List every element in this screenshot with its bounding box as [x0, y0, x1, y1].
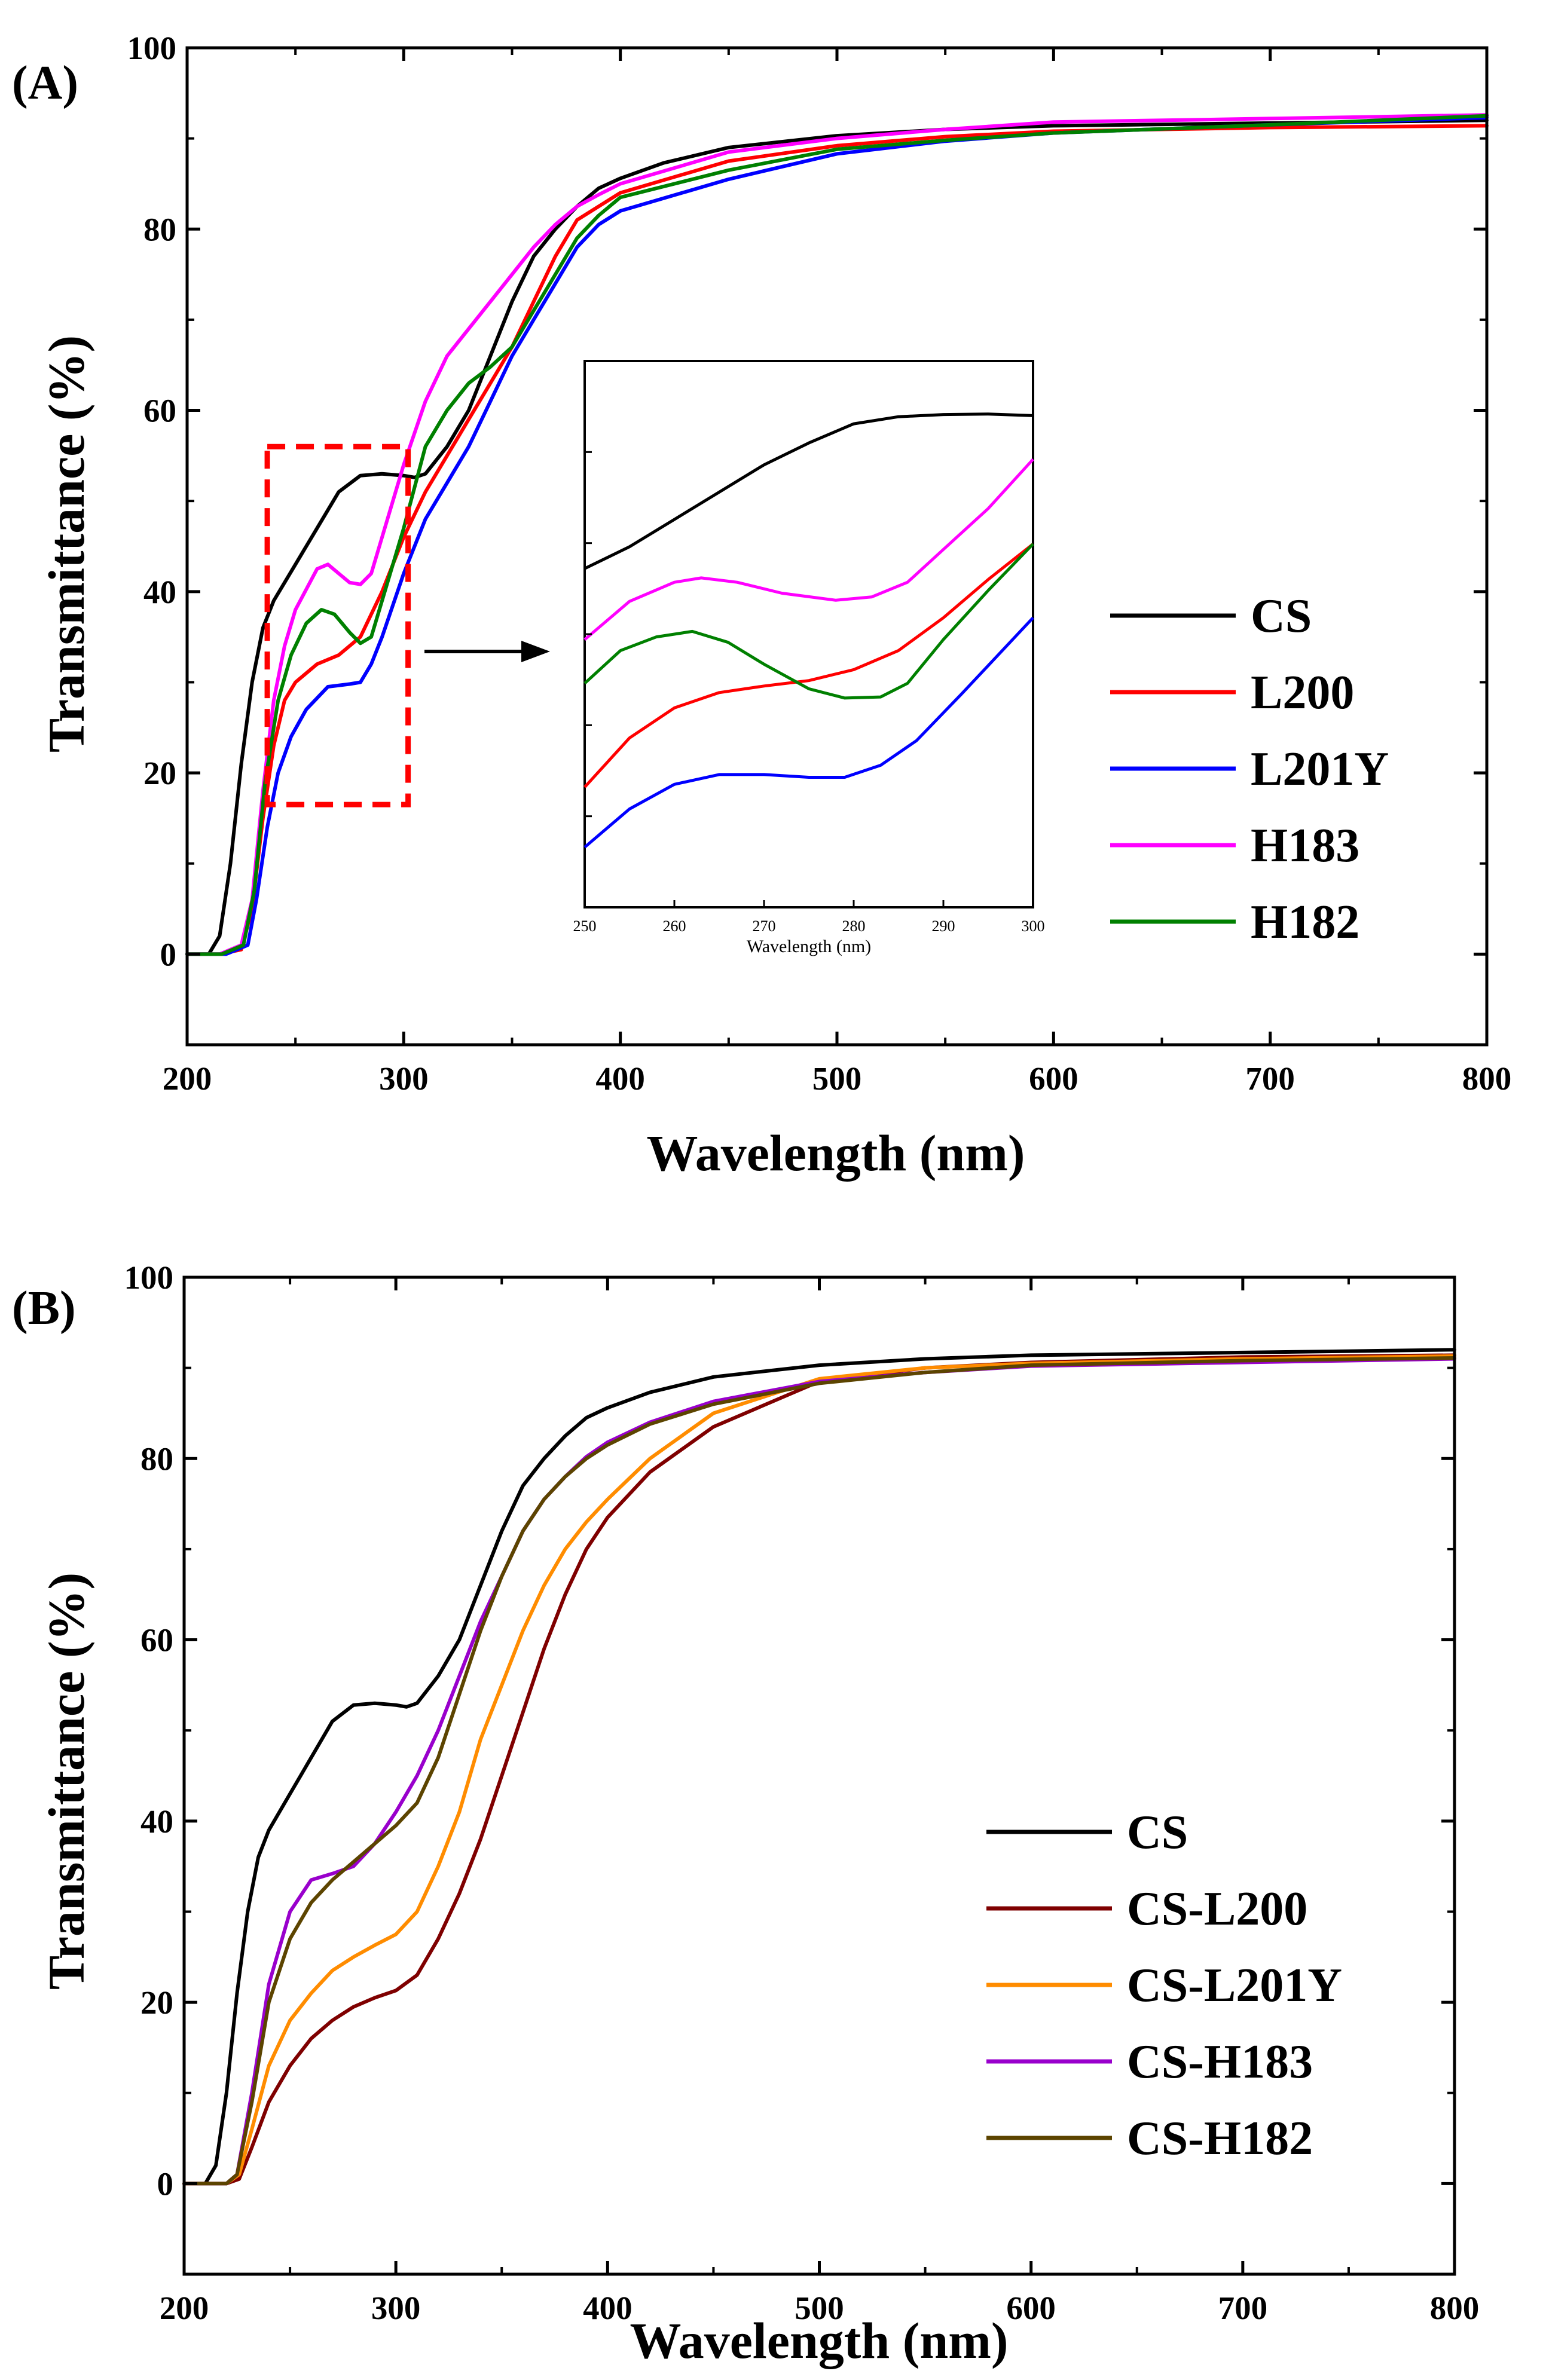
x-tick-label: 200 [160, 2290, 209, 2326]
a-series-line-l201y [185, 115, 1489, 956]
y-tick-label: 100 [127, 30, 177, 66]
a-series-line-cs [185, 118, 1489, 956]
b-series-line-cs-l200 [182, 1353, 1456, 2186]
y-tick-label: 40 [143, 574, 176, 610]
panel-b: (B) 200 300 400 500 600 700 800 0 20 40 60 80 100 W… [12, 1259, 1479, 2369]
legend-label-cs-l200: CS-L200 [1127, 1883, 1307, 1935]
inset-x-tick-label: 250 [573, 917, 597, 935]
x-tick-label: 800 [1462, 1060, 1512, 1097]
y-tick-label: 0 [160, 936, 177, 972]
legend-label-cs: CS [1127, 1806, 1188, 1859]
inset-x-tick-label: 270 [753, 917, 776, 935]
panel-a-x-ticks: 200 300 400 500 600 700 800 [163, 48, 1512, 1097]
inset-series-line-l201y [583, 616, 1034, 849]
inset-background [583, 360, 1034, 908]
panel-a-label: (A) [12, 57, 78, 109]
legend-label-cs-l201y: CS-L201Y [1127, 1959, 1342, 2012]
inset-x-tick-label: 280 [842, 917, 866, 935]
x-tick-label: 500 [812, 1060, 862, 1097]
legend-label-h182: H182 [1251, 896, 1359, 949]
panel-b-x-ticks: 200 300 400 500 600 700 800 [160, 1277, 1480, 2326]
legend-label-cs-h183: CS-H183 [1127, 2036, 1313, 2088]
a-series-line-h182 [185, 114, 1489, 956]
inset-series-line-l200 [583, 543, 1034, 788]
y-tick-label: 80 [140, 1440, 173, 1477]
b-series-line-cs-l201y [182, 1354, 1456, 2186]
panel-b-x-axis-title: Wavelength (nm) [630, 2312, 1008, 2369]
inset-x-tick-label: 290 [932, 917, 955, 935]
legend-label-l200: L200 [1251, 666, 1354, 719]
x-tick-label: 600 [1006, 2290, 1056, 2326]
y-tick-label: 20 [143, 755, 176, 791]
panel-a-y-ticks: 0 20 40 60 80 100 [127, 30, 1487, 1046]
y-tick-label: 0 [157, 2165, 174, 2202]
inset-series-line-h182 [583, 543, 1034, 700]
legend-label-l201y: L201Y [1251, 743, 1389, 796]
y-tick-label: 40 [140, 1803, 173, 1840]
y-tick-label: 60 [140, 1622, 173, 1659]
zoom-selection-box [264, 443, 411, 807]
panel-a-x-axis-title: Wavelength (nm) [646, 1124, 1025, 1182]
inset-x-axis-title: Wavelength (nm) [747, 937, 871, 956]
inset-x-tick-label: 260 [663, 917, 686, 935]
legend-label-cs: CS [1251, 590, 1312, 643]
x-tick-label: 200 [163, 1060, 212, 1097]
b-series-line-cs-h183 [182, 1357, 1456, 2186]
panel-b-legend: CS CS-L200 CS-L201Y CS-H183 CS-H182 [986, 1806, 1342, 2165]
panel-b-y-ticks: 0 20 40 60 80 100 [124, 1259, 1455, 2275]
y-tick-label: 100 [124, 1259, 174, 1296]
x-tick-label: 700 [1218, 2290, 1268, 2326]
y-tick-label: 60 [143, 393, 176, 429]
inset-series-line-cs [583, 412, 1034, 570]
b-series-line-cs [182, 1348, 1456, 2186]
panel-a: (A) 200 300 400 500 600 700 800 0 20 40 60 80 100 W… [12, 30, 1511, 1182]
x-tick-label: 300 [371, 2290, 421, 2326]
panel-b-label: (B) [12, 1282, 76, 1335]
b-series-line-cs-h182 [182, 1356, 1456, 2186]
legend-label-cs-h182: CS-H182 [1127, 2112, 1313, 2165]
inset-x-tick-label: 300 [1022, 917, 1045, 935]
panel-b-y-axis-title: Transmittance (%) [38, 1573, 95, 1990]
zoom-arrow-head [521, 641, 550, 662]
inset-series-line-h183 [583, 458, 1034, 641]
x-tick-label: 800 [1430, 2290, 1480, 2326]
legend-label-h183: H183 [1251, 819, 1359, 872]
y-tick-label: 80 [143, 211, 176, 247]
panel-a-legend: CS L200 L201Y H183 H182 [1110, 590, 1389, 949]
x-tick-label: 400 [595, 1060, 645, 1097]
x-tick-label: 400 [583, 2290, 633, 2326]
panel-a-y-axis-title: Transmittance (%) [38, 335, 95, 752]
x-tick-label: 300 [379, 1060, 429, 1097]
y-tick-label: 20 [140, 1984, 173, 2021]
x-tick-label: 500 [795, 2290, 844, 2326]
panel-a-inset: 250 260 270 280 290 300 Wavelength (nm) [573, 360, 1045, 956]
x-tick-label: 600 [1029, 1060, 1078, 1097]
x-tick-label: 700 [1245, 1060, 1295, 1097]
a-series-line-h183 [185, 113, 1489, 956]
